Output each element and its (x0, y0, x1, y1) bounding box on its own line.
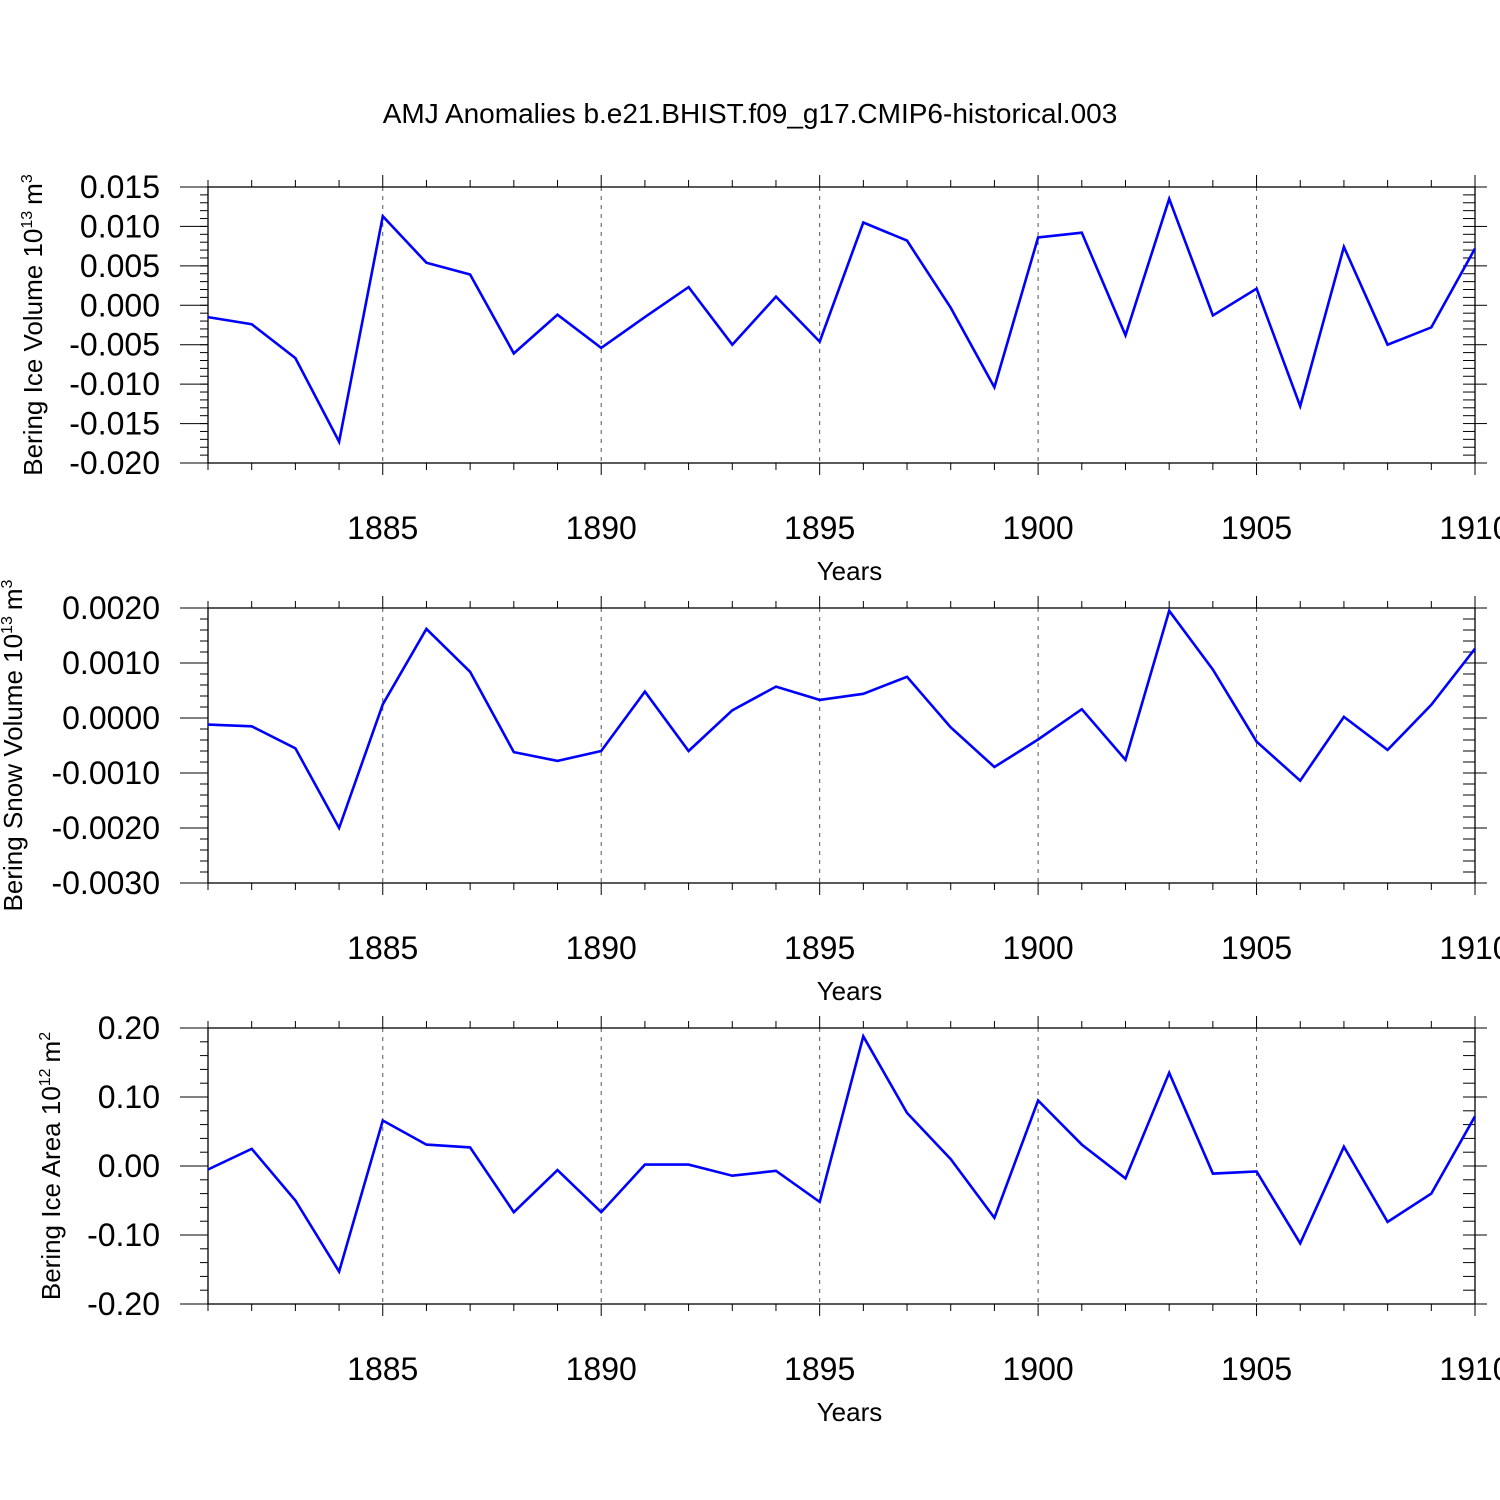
x-tick-label: 1900 (1003, 930, 1074, 966)
y-axis-title-unit: m (0, 588, 28, 610)
y-tick-label: -0.0030 (51, 865, 160, 901)
y-axis-title: Bering Ice Area 1012 m2 (36, 1032, 66, 1300)
y-tick-label: 0.0000 (62, 700, 160, 736)
x-tick-label: 1895 (784, 510, 855, 546)
y-tick-label: 0.20 (98, 1010, 160, 1046)
y-axis-title-exponent: 13 (19, 211, 36, 229)
y-axis-title-main: Bering Snow Volume 10 (0, 634, 28, 912)
x-tick-label: 1900 (1003, 1351, 1074, 1387)
y-tick-label: -0.015 (69, 406, 160, 442)
y-axis-title-unit: m (36, 1041, 66, 1063)
y-tick-label: -0.10 (87, 1217, 160, 1253)
chart-title: AMJ Anomalies b.e21.BHIST.f09_g17.CMIP6-… (383, 98, 1118, 129)
x-tick-label: 1885 (347, 510, 418, 546)
y-tick-label: -0.0010 (51, 755, 160, 791)
x-tick-label: 1905 (1221, 930, 1292, 966)
y-axis-title: Bering Ice Volume 1013 m3 (18, 174, 48, 476)
y-axis-title: Bering Snow Volume 1013 m3 (0, 579, 28, 911)
y-axis-title-unit-exponent: 2 (37, 1032, 54, 1041)
x-tick-label: 1900 (1003, 510, 1074, 546)
y-tick-label: -0.010 (69, 366, 160, 402)
y-tick-label: 0.10 (98, 1079, 160, 1115)
y-tick-label: 0.00 (98, 1148, 160, 1184)
x-tick-label: 1890 (566, 1351, 637, 1387)
plot-frame (207, 607, 1476, 884)
y-axis-title-unit-exponent: 3 (0, 579, 16, 588)
y-axis-title-unit: m (18, 183, 48, 205)
y-tick-label: 0.005 (80, 248, 160, 284)
panels: 1885189018951900190519100.0150.0100.0050… (0, 169, 1500, 1427)
plot-frame (207, 186, 1476, 464)
x-tick-label: 1905 (1221, 1351, 1292, 1387)
y-tick-label: -0.20 (87, 1286, 160, 1322)
y-tick-label: 0.010 (80, 208, 160, 244)
x-axis-title: Years (817, 1397, 883, 1427)
x-tick-label: 1895 (784, 930, 855, 966)
y-axis-title-unit-exponent: 3 (19, 174, 36, 183)
series-line (207, 607, 1477, 832)
series-line (207, 194, 1477, 446)
y-axis-title-exponent: 12 (37, 1068, 54, 1086)
x-tick-label: 1885 (347, 1351, 418, 1387)
plot-frame (207, 1027, 1476, 1305)
x-tick-label: 1890 (566, 510, 637, 546)
y-tick-label: -0.005 (69, 327, 160, 363)
y-tick-label: 0.000 (80, 287, 160, 323)
series-line (207, 1032, 1477, 1275)
y-tick-label: 0.015 (80, 169, 160, 205)
y-axis-title-main: Bering Ice Volume 10 (18, 229, 48, 476)
y-axis-title-main: Bering Ice Area 10 (36, 1086, 66, 1300)
y-tick-label: 0.0010 (62, 645, 160, 681)
x-tick-label: 1885 (347, 930, 418, 966)
y-tick-label: -0.020 (69, 445, 160, 481)
x-tick-label: 1905 (1221, 510, 1292, 546)
y-tick-label: -0.0020 (51, 810, 160, 846)
x-axis-title: Years (817, 556, 883, 586)
x-tick-label: 1890 (566, 930, 637, 966)
x-axis-title: Years (817, 976, 883, 1006)
x-tick-label: 1895 (784, 1351, 855, 1387)
y-tick-label: 0.0020 (62, 590, 160, 626)
y-axis-title-exponent: 13 (0, 616, 16, 634)
